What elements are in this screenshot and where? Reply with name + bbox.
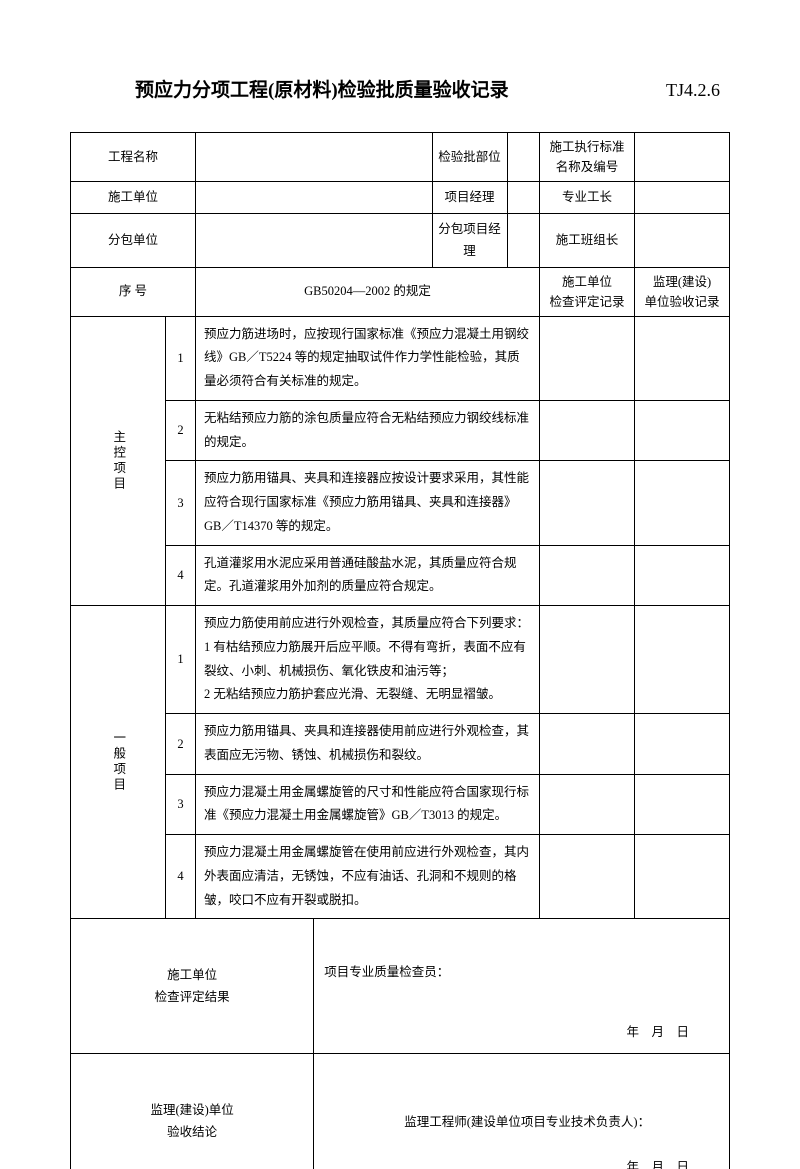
main-sup4 xyxy=(635,545,730,606)
main-text-2: 无粘结预应力筋的涂包质量应符合无粘结预应力钢绞线标准的规定。 xyxy=(196,400,540,461)
general-label: 一般项目 xyxy=(71,606,166,919)
gen-sup3 xyxy=(635,774,730,835)
gen-rec1 xyxy=(540,606,635,714)
regulation-label: GB50204—2002 的规定 xyxy=(196,267,540,316)
team-leader-label: 施工班组长 xyxy=(540,213,635,267)
main-num-2: 2 xyxy=(166,400,196,461)
main-sup1 xyxy=(635,316,730,400)
main-sup2 xyxy=(635,400,730,461)
subcontract-pm-label: 分包项目经理 xyxy=(432,213,507,267)
inspector-label: 项目专业质量检查员： xyxy=(324,960,719,1020)
supervision-record-label: 监理(建设) 单位验收记录 xyxy=(635,267,730,316)
main-text-3: 预应力筋用锚具、夹具和连接器应按设计要求采用，其性能应符合现行国家标准《预应力筋… xyxy=(196,461,540,545)
pro-foreman-value xyxy=(635,182,730,214)
batch-position-label: 检验批部位 xyxy=(432,133,507,182)
inspection-table: 工程名称 检验批部位 施工执行标准 名称及编号 施工单位 项目经理 专业工长 分… xyxy=(70,132,730,1169)
main-rec4 xyxy=(540,545,635,606)
gen-rec2 xyxy=(540,714,635,775)
main-rec1 xyxy=(540,316,635,400)
construction-record-label: 施工单位 检查评定记录 xyxy=(540,267,635,316)
gen-sup1 xyxy=(635,606,730,714)
supervision-conclusion-content: 监理工程师(建设单位项目专业技术负责人)： 年 月 日 xyxy=(314,1054,730,1169)
team-leader-value xyxy=(635,213,730,267)
page-title: 预应力分项工程(原材料)检验批质量验收记录 xyxy=(135,75,509,102)
gen-text-4: 预应力混凝土用金属螺旋管在使用前应进行外观检查，其内外表面应清洁，无锈蚀，不应有… xyxy=(196,835,540,919)
gen-rec4 xyxy=(540,835,635,919)
subcontract-pm-value xyxy=(507,213,540,267)
main-text-4: 孔道灌浆用水泥应采用普通硅酸盐水泥，其质量应符合规定。孔道灌浆用外加剂的质量应符… xyxy=(196,545,540,606)
main-rec3 xyxy=(540,461,635,545)
gen-num-3: 3 xyxy=(166,774,196,835)
construction-unit-value xyxy=(196,182,433,214)
main-control-label: 主控项目 xyxy=(71,316,166,606)
supervision-conclusion-label: 监理(建设)单位 验收结论 xyxy=(71,1054,314,1169)
gen-num-4: 4 xyxy=(166,835,196,919)
gen-sup4 xyxy=(635,835,730,919)
subcontract-unit-value xyxy=(196,213,433,267)
date-2: 年 月 日 xyxy=(324,1155,719,1169)
project-name-label: 工程名称 xyxy=(71,133,196,182)
supervisor-engineer-label: 监理工程师(建设单位项目专业技术负责人)： xyxy=(324,1110,719,1155)
date-1: 年 月 日 xyxy=(324,1020,719,1045)
gen-text-2: 预应力筋用锚具、夹具和连接器使用前应进行外观检查，其表面应无污物、锈蚀、机械损伤… xyxy=(196,714,540,775)
batch-position-value xyxy=(507,133,540,182)
exec-standard-value xyxy=(635,133,730,182)
exec-standard-label: 施工执行标准 名称及编号 xyxy=(540,133,635,182)
gen-text-1: 预应力筋使用前应进行外观检查，其质量应符合下列要求： 1 有枯结预应力筋展开后应… xyxy=(196,606,540,714)
main-rec2 xyxy=(540,400,635,461)
seq-label: 序 号 xyxy=(71,267,196,316)
main-text-1: 预应力筋进场时，应按现行国家标准《预应力混凝土用钢绞线》GB／T5224 等的规… xyxy=(196,316,540,400)
gen-num-2: 2 xyxy=(166,714,196,775)
gen-text-3: 预应力混凝土用金属螺旋管的尺寸和性能应符合国家现行标准《预应力混凝土用金属螺旋管… xyxy=(196,774,540,835)
pro-foreman-label: 专业工长 xyxy=(540,182,635,214)
subcontract-unit-label: 分包单位 xyxy=(71,213,196,267)
construction-result-content: 项目专业质量检查员： 年 月 日 xyxy=(314,919,730,1054)
main-num-3: 3 xyxy=(166,461,196,545)
gen-rec3 xyxy=(540,774,635,835)
doc-code: TJ4.2.6 xyxy=(666,80,720,101)
construction-unit-label: 施工单位 xyxy=(71,182,196,214)
main-sup3 xyxy=(635,461,730,545)
main-num-1: 1 xyxy=(166,316,196,400)
gen-sup2 xyxy=(635,714,730,775)
project-name-value xyxy=(196,133,433,182)
construction-result-label: 施工单位 检查评定结果 xyxy=(71,919,314,1054)
project-manager-value xyxy=(507,182,540,214)
project-manager-label: 项目经理 xyxy=(432,182,507,214)
main-num-4: 4 xyxy=(166,545,196,606)
gen-num-1: 1 xyxy=(166,606,196,714)
